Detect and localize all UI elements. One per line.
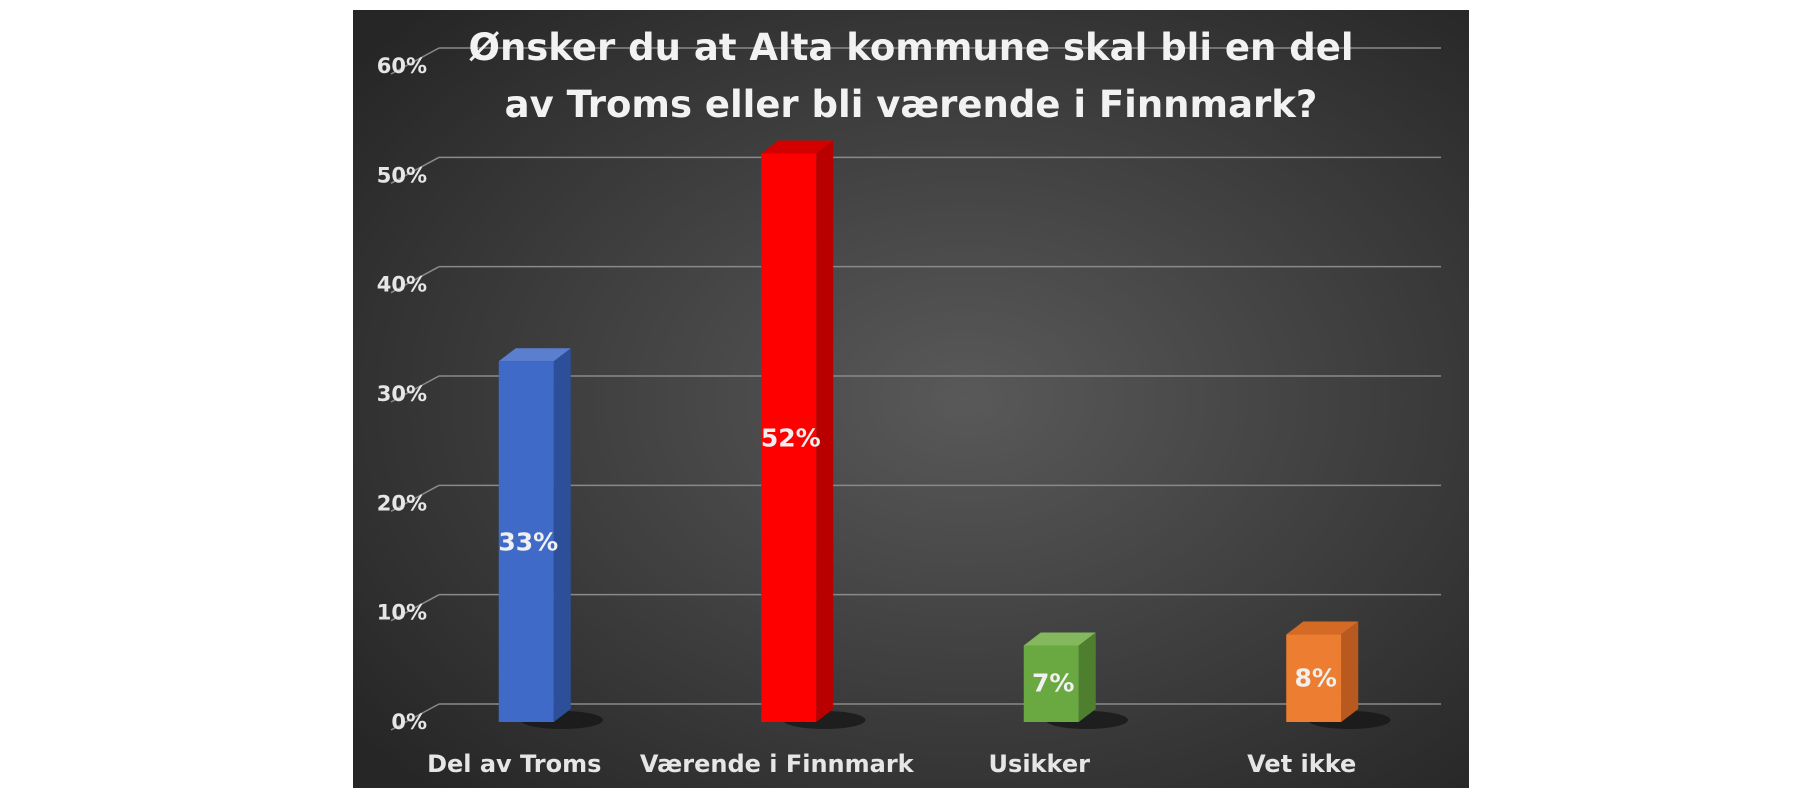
gridline-diagonal [390,594,440,622]
y-tick-label: 50% [377,163,427,187]
category-label: Usikker [989,750,1091,778]
y-tick-label: 0% [391,710,427,734]
gridline-diagonal [390,703,440,731]
bar-top [1023,632,1096,646]
bar-side [816,140,834,722]
bar [1286,634,1342,722]
y-tick-label: 40% [377,273,427,297]
y-tick-label: 20% [377,491,427,515]
category-label: Del av Troms [427,750,601,778]
bar [1023,645,1079,722]
y-tick-label: 30% [377,382,427,406]
y-axis-tick-labels: 0% 10% 20% 30% 40% 50% 60% [377,54,427,734]
y-tick-label: 10% [377,601,427,625]
bar-top [1286,621,1359,635]
category-label: Værende i Finnmark [640,750,915,778]
bar [761,153,817,722]
bar-side [553,348,571,722]
value-labels: 33% 52% 7% 8% [498,424,1337,698]
chart-title-line-2: av Troms eller bli værende i Finnmark? [505,83,1318,126]
bar-chart: 0% 10% 20% 30% 40% 50% 60% 33% 52% 7% 8% Del av T… [353,10,1469,788]
bar-side [1078,632,1096,722]
gridline-diagonal [390,375,440,403]
bar [498,361,554,722]
gridline-diagonal [390,47,440,75]
chart-panel: 0% 10% 20% 30% 40% 50% 60% 33% 52% 7% 8% Del av T… [353,10,1469,788]
bars [498,140,1391,729]
data-label: 8% [1295,663,1337,692]
gridline-diagonal [390,156,440,184]
chart-title-line-1: Ønsker du at Alta kommune skal bli en de… [468,26,1353,69]
gridline-diagonal [390,484,440,512]
bar-top [761,140,834,154]
data-label: 33% [498,528,558,557]
category-labels: Del av Troms Værende i Finnmark Usikker Vet… [427,750,1356,778]
data-label: 52% [761,424,821,453]
data-label: 7% [1032,669,1074,698]
y-tick-label: 60% [377,54,427,78]
bar-side [1341,621,1359,722]
bar-top [498,348,571,362]
category-label: Vet ikke [1247,750,1356,778]
gridlines [390,47,1441,731]
gridline-diagonal [390,266,440,294]
